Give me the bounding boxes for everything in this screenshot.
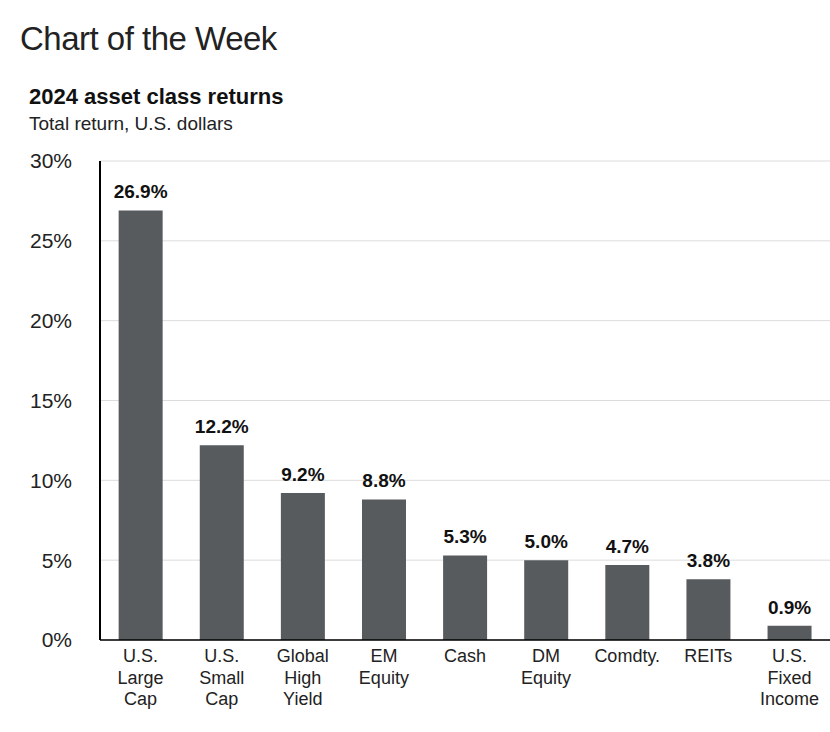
svg-text:10%: 10% bbox=[30, 469, 72, 492]
html-text:Total return, U.S. dollars: Total return, U.S. dollars bbox=[29, 113, 233, 134]
svg-text:25%: 25% bbox=[30, 229, 72, 252]
svg-text:0.9%: 0.9% bbox=[768, 597, 811, 618]
svg-text:5.3%: 5.3% bbox=[443, 526, 486, 547]
svg-text:5%: 5% bbox=[42, 549, 72, 572]
svg-text:3.8%: 3.8% bbox=[687, 550, 730, 571]
svg-text:8.8%: 8.8% bbox=[362, 470, 405, 491]
svg-text:U.S.LargeCap: U.S.LargeCap bbox=[118, 646, 164, 709]
html-text:Chart of the Week: Chart of the Week bbox=[20, 20, 277, 57]
html-text:2024 asset class returns: 2024 asset class returns bbox=[29, 84, 284, 109]
svg-text:5.0%: 5.0% bbox=[525, 531, 568, 552]
svg-text:30%: 30% bbox=[30, 149, 72, 172]
svg-text:12.2%: 12.2% bbox=[195, 416, 249, 437]
svg-text:0%: 0% bbox=[42, 628, 72, 651]
svg-text:4.7%: 4.7% bbox=[606, 536, 649, 557]
svg-text:U.S.SmallCap: U.S.SmallCap bbox=[199, 646, 244, 709]
svg-text:Comdty.: Comdty. bbox=[594, 646, 660, 666]
svg-text:U.S.FixedIncome: U.S.FixedIncome bbox=[760, 646, 819, 709]
svg-text:9.2%: 9.2% bbox=[281, 464, 324, 485]
svg-text:15%: 15% bbox=[30, 389, 72, 412]
svg-text:REITs: REITs bbox=[684, 646, 732, 666]
svg-text:Cash: Cash bbox=[444, 646, 486, 666]
svg-text:EMEquity: EMEquity bbox=[359, 646, 409, 688]
svg-text:26.9%: 26.9% bbox=[114, 181, 168, 202]
svg-text:GlobalHighYield: GlobalHighYield bbox=[277, 646, 329, 709]
svg-text:DMEquity: DMEquity bbox=[521, 646, 571, 688]
svg-text:20%: 20% bbox=[30, 309, 72, 332]
